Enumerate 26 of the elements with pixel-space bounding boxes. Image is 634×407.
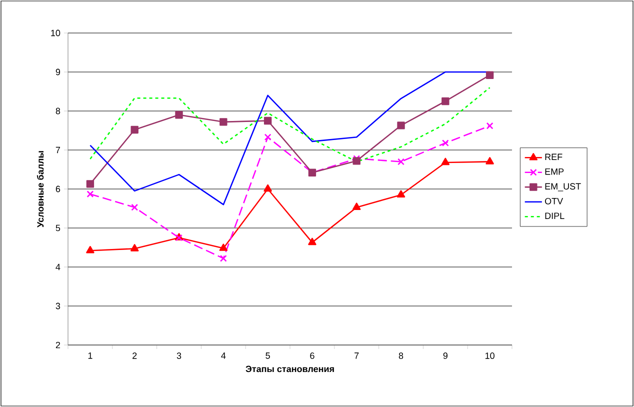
legend-label: OTV bbox=[544, 198, 564, 204]
x-tick-label: 5 bbox=[266, 352, 270, 359]
y-tick-label: 8 bbox=[56, 108, 60, 114]
y-tick-label: 10 bbox=[51, 30, 60, 36]
x-axis-title: Этапы становления bbox=[246, 366, 334, 372]
y-tick-label: 5 bbox=[56, 224, 60, 232]
y-axis-title: Условные баллы bbox=[36, 151, 44, 228]
y-tick-label: 3 bbox=[56, 302, 60, 310]
x-tick-label: 7 bbox=[354, 352, 359, 359]
legend-label: DIPL bbox=[545, 212, 564, 219]
x-tick-label: 1 bbox=[88, 352, 92, 359]
x-tick-label: 10 bbox=[485, 352, 494, 359]
y-tick-label: 7 bbox=[56, 146, 60, 154]
x-tick-label: 2 bbox=[132, 352, 137, 359]
legend-label: EM_UST bbox=[545, 183, 581, 192]
y-tick-label: 6 bbox=[56, 186, 60, 192]
legend-label: EMP bbox=[545, 168, 564, 175]
y-tick-label: 9 bbox=[56, 68, 60, 76]
x-tick-label: 4 bbox=[221, 352, 226, 359]
x-tick-label: 3 bbox=[176, 352, 182, 359]
y-tick-label: 2 bbox=[56, 342, 60, 348]
x-tick-label: 8 bbox=[398, 352, 404, 359]
x-tick-label: 6 bbox=[310, 352, 314, 359]
legend-label: REF bbox=[545, 154, 562, 160]
x-tick-label: 9 bbox=[443, 352, 448, 359]
y-tick-label: 4 bbox=[56, 264, 60, 270]
